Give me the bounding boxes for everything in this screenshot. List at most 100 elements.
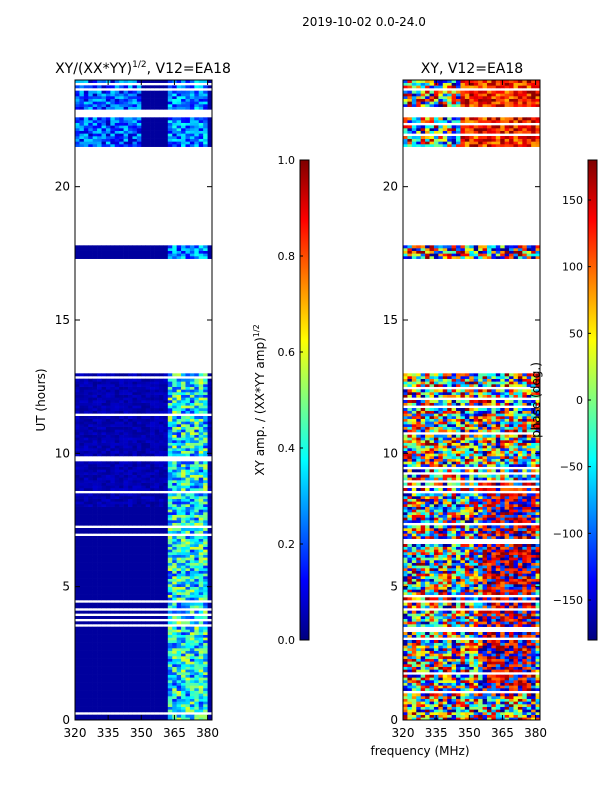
heatmap-cell [154, 706, 160, 710]
heatmap-cell [110, 602, 116, 606]
heatmap-cell [185, 520, 191, 523]
heatmap-cell [181, 629, 186, 633]
heatmap-cell [185, 250, 191, 254]
heatmap-cell [83, 416, 89, 419]
heatmap-cell [145, 440, 151, 443]
heatmap-cell [181, 666, 186, 670]
heatmap-cell [150, 650, 155, 654]
heatmap-cell [531, 704, 536, 707]
heatmap-cell [504, 709, 510, 713]
heatmap-cell [456, 714, 461, 718]
heatmap-cell [176, 485, 182, 489]
heatmap-cell [198, 602, 204, 606]
heatmap-cell [145, 120, 151, 123]
heatmap-cell [163, 584, 169, 587]
heatmap-cell [83, 592, 89, 595]
heatmap-cell [194, 125, 200, 129]
heatmap-cell [198, 584, 204, 587]
heatmap-cell [198, 509, 204, 513]
heatmap-cell [185, 442, 191, 446]
heatmap-cell [141, 450, 147, 454]
heatmap-cell [176, 714, 182, 718]
heatmap-cell [158, 693, 164, 697]
heatmap-cell [456, 717, 461, 721]
heatmap-cell [198, 634, 204, 638]
heatmap-cell [141, 522, 147, 526]
heatmap-cell [132, 80, 138, 83]
heatmap-cell [163, 661, 169, 665]
heatmap-cell [141, 610, 147, 614]
heatmap-cell [132, 253, 138, 257]
heatmap-cell [123, 594, 129, 598]
heatmap-cell [79, 373, 85, 377]
heatmap-cell [105, 674, 111, 678]
panel-amplitude: XY/(XX*YY)1/2, V12=EA18 320 335 350 365 3800… [34, 60, 231, 740]
heatmap-cell [136, 432, 142, 435]
heatmap-cell [163, 650, 169, 654]
heatmap-cell [158, 690, 164, 694]
heatmap-cell [167, 640, 173, 643]
heatmap-cell [101, 669, 107, 673]
heatmap-cell [535, 674, 541, 678]
heatmap-cell [150, 381, 155, 385]
heatmap-cell [119, 85, 124, 89]
heatmap-cell [158, 122, 164, 126]
heatmap-cell [110, 685, 116, 689]
heatmap-cell [79, 650, 85, 654]
heatmap-cell [123, 418, 129, 422]
heatmap-cell [119, 664, 124, 667]
heatmap-cell [119, 410, 124, 414]
heatmap-cell [92, 672, 98, 675]
heatmap-cell [185, 474, 191, 478]
heatmap-cell [128, 402, 133, 406]
heatmap-cell [79, 386, 85, 390]
heatmap-cell [136, 504, 142, 507]
heatmap-cell [442, 674, 448, 678]
heatmap-cell [150, 424, 155, 427]
heatmap-cell [79, 634, 85, 638]
heatmap-cell [92, 101, 98, 105]
heatmap-cell [189, 554, 195, 558]
heatmap-cell [123, 392, 129, 395]
heatmap-cell [114, 597, 120, 601]
heatmap-cell [154, 93, 160, 97]
heatmap-cell [167, 549, 173, 553]
heatmap-cell [176, 493, 182, 497]
heatmap-cell [167, 120, 173, 123]
heatmap-cell [97, 480, 102, 483]
heatmap-cell [145, 117, 151, 121]
heatmap-cell [194, 498, 200, 502]
heatmap-cell [75, 122, 80, 126]
heatmap-cell [194, 138, 200, 142]
heatmap-cell [482, 717, 488, 721]
heatmap-cell [150, 392, 155, 395]
heatmap-cell [79, 429, 85, 433]
heatmap-cell [119, 576, 124, 579]
heatmap-cell [491, 714, 497, 718]
heatmap-cell [88, 482, 93, 486]
heatmap-cell [407, 688, 413, 691]
heatmap-cell [105, 104, 111, 107]
heatmap-cell [172, 392, 177, 395]
heatmap-cell [181, 424, 186, 427]
heatmap-cell [403, 669, 408, 673]
heatmap-cell [172, 570, 177, 574]
heatmap-cell [198, 408, 204, 411]
heatmap-cell [207, 704, 213, 707]
heatmap-cell [101, 437, 107, 441]
heatmap-cell [203, 650, 208, 654]
heatmap-cell [438, 688, 444, 691]
heatmap-cell [207, 384, 213, 387]
heatmap-cell [75, 610, 80, 614]
heatmap-cell [114, 544, 120, 547]
heatmap-cell [150, 565, 155, 569]
heatmap-cell [509, 677, 514, 681]
heatmap-cell [88, 485, 93, 489]
heatmap-cell [189, 568, 195, 571]
heatmap-cell [203, 696, 208, 699]
heatmap-cell [88, 528, 93, 531]
heatmap-cell [189, 541, 195, 545]
heatmap-cell [181, 421, 186, 425]
heatmap-cell [132, 642, 138, 646]
heatmap-cell [482, 712, 488, 715]
